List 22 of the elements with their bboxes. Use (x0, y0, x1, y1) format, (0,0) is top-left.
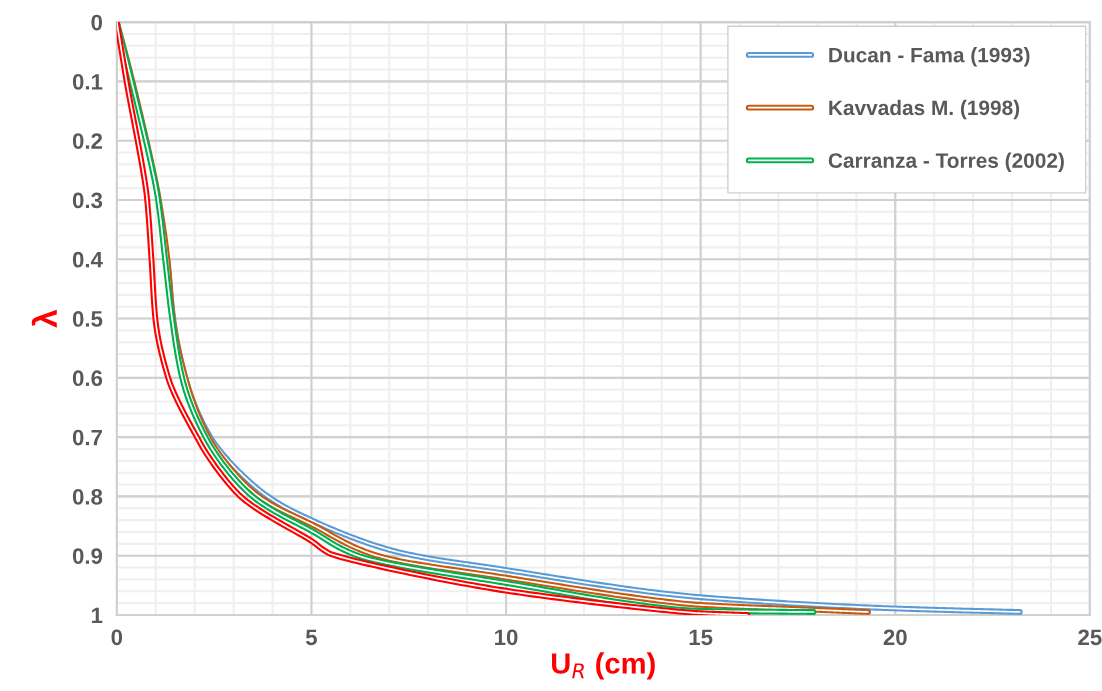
y-tick-label: 0.7 (72, 429, 102, 446)
y-axis-title: λ (31, 309, 57, 328)
y-tick-label: 0.3 (72, 192, 103, 209)
x-axis-title: U$_{R}$ (cm) (552, 652, 655, 680)
x-tick-label: 25 (1078, 629, 1102, 646)
x-tick-label: 10 (495, 629, 518, 646)
y-tick-label: 0.4 (72, 251, 103, 268)
y-tick-label: 0.1 (72, 73, 103, 90)
y-tick-label: 0.2 (72, 133, 103, 149)
x-tick-label: 15 (689, 629, 713, 646)
x-tick-label: 5 (305, 629, 317, 646)
legend-label: Kavvadas M. (1998) (829, 99, 1020, 120)
y-tick-label: 0.6 (72, 370, 103, 387)
x-tick-label: 0 (111, 629, 123, 646)
y-tick-label: 0 (91, 14, 103, 31)
legend-label: Ducan - Fama (1993) (829, 47, 1030, 67)
x-tick-label: 20 (883, 629, 907, 646)
y-tick-label: 1 (91, 607, 103, 624)
legend-label: Carranza - Torres (2002) (828, 152, 1064, 173)
y-tick-label: 0.9 (72, 548, 103, 564)
y-tick-label: 0.8 (72, 488, 103, 505)
y-tick-label: 0.5 (72, 311, 103, 327)
